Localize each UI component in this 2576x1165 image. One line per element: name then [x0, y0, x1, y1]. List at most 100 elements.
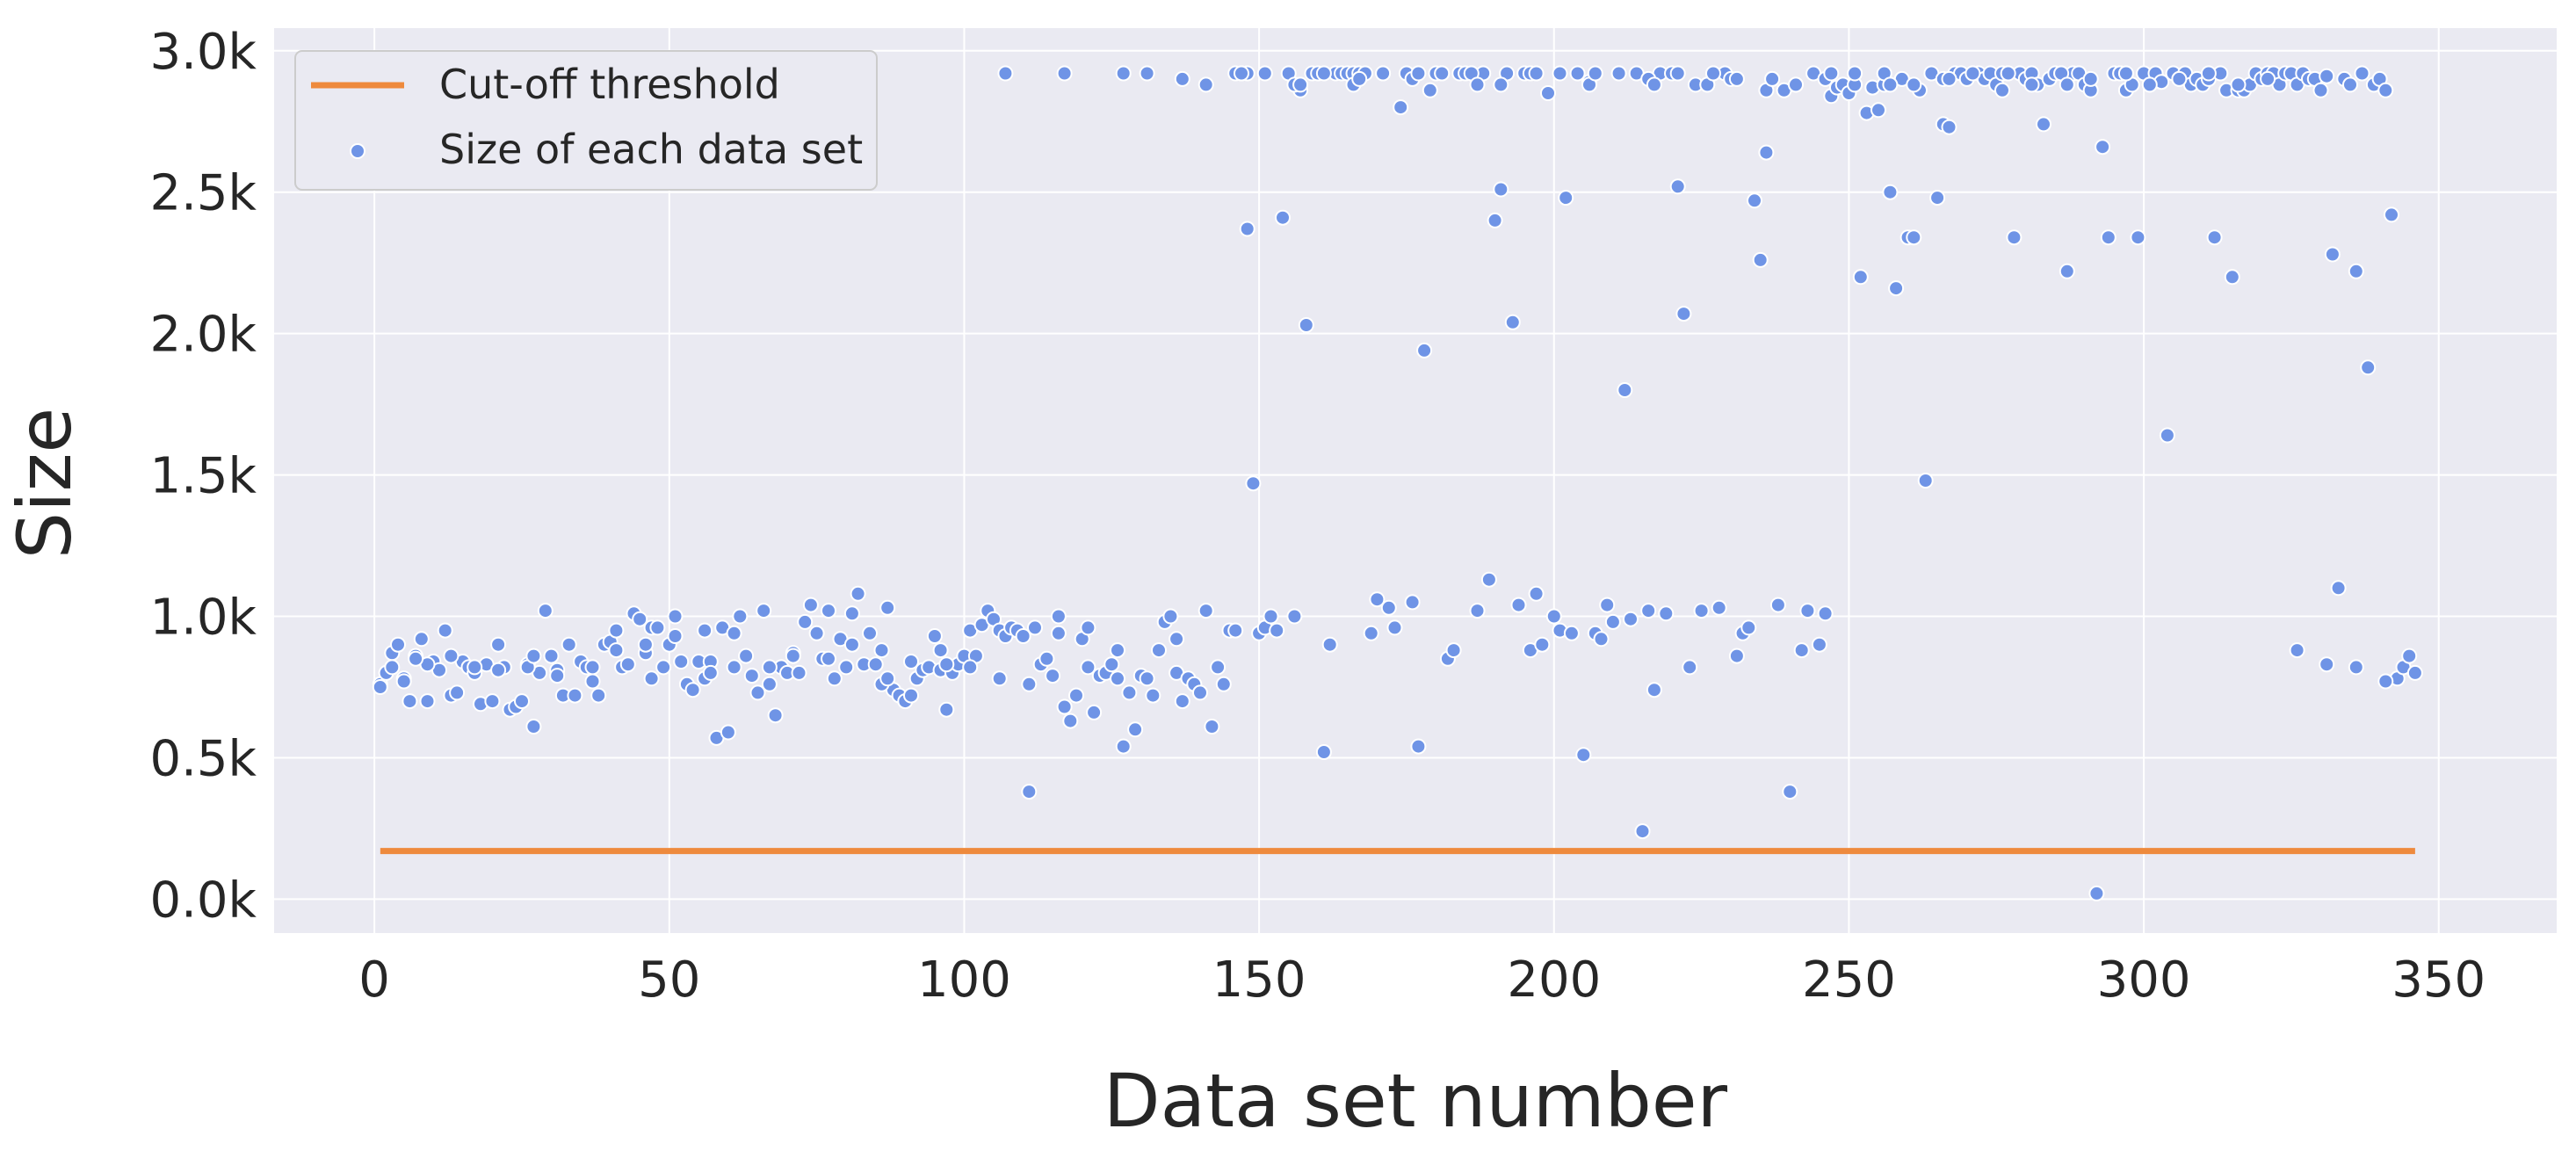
data-point: [761, 659, 778, 676]
data-point: [608, 642, 625, 659]
data-point: [2006, 229, 2022, 246]
data-point: [791, 664, 807, 681]
data-point: [2348, 659, 2364, 676]
data-point: [443, 648, 459, 664]
data-point: [720, 724, 736, 741]
data-point: [1380, 599, 1397, 616]
data-point: [1658, 605, 1675, 622]
data-point: [1493, 181, 1509, 198]
data-point: [2036, 116, 2051, 133]
data-point: [1587, 65, 1603, 82]
data-point: [1269, 622, 1285, 639]
data-point: [1386, 619, 1403, 636]
data-point: [797, 613, 814, 630]
data-point: [1593, 631, 1610, 648]
data-point: [1487, 212, 1503, 228]
data-point: [1480, 571, 1497, 588]
x-tick-label: 150: [1212, 952, 1306, 1009]
data-point: [1758, 144, 1775, 161]
data-point: [1298, 317, 1314, 333]
data-point: [2059, 263, 2075, 279]
data-point: [2023, 76, 2040, 93]
data-point: [1275, 209, 1291, 226]
data-point: [655, 659, 672, 676]
data-point: [1965, 65, 1981, 82]
y-tick-labels: 0.0k 0.5k 1.0k 1.5k 2.0k 2.5k 3.0k: [150, 24, 257, 930]
legend-points-label: Size of each data set: [439, 126, 863, 173]
data-point: [1192, 684, 1208, 701]
data-point: [608, 622, 625, 639]
data-point: [1110, 670, 1125, 687]
data-point: [1422, 82, 1438, 98]
data-point: [1110, 642, 1125, 659]
data-point: [1021, 784, 1038, 800]
data-point: [413, 631, 430, 648]
data-point: [1139, 65, 1155, 82]
data-point: [1510, 597, 1527, 613]
data-point: [2289, 642, 2305, 659]
data-point: [643, 670, 660, 687]
y-tick-label: 0.0k: [150, 872, 257, 929]
data-point: [1315, 65, 1332, 82]
data-point: [962, 659, 979, 676]
data-point: [1139, 670, 1155, 687]
data-point: [1256, 65, 1273, 82]
data-point: [2260, 70, 2276, 87]
data-point: [926, 628, 943, 644]
x-tick-labels: 0 50 100 150 200 250 300 350: [358, 952, 2486, 1009]
data-point: [2171, 70, 2188, 87]
data-point: [1050, 625, 1067, 641]
data-point: [1263, 608, 1279, 625]
data-point: [1204, 719, 1220, 734]
data-point: [2230, 76, 2247, 93]
legend: Cut-off threshold Size of each data set: [294, 50, 878, 191]
data-point: [1292, 76, 1309, 93]
data-point: [1941, 119, 1957, 135]
data-point: [2159, 427, 2175, 444]
data-point: [590, 687, 607, 704]
data-point: [1234, 65, 1249, 82]
data-point: [667, 628, 684, 644]
data-point: [991, 670, 1008, 687]
data-point: [584, 659, 601, 676]
data-point: [649, 619, 666, 636]
data-point: [1728, 70, 1745, 87]
data-point: [684, 682, 701, 698]
data-point: [1769, 597, 1786, 613]
data-point: [1404, 594, 1421, 611]
data-point: [903, 687, 919, 704]
data-point: [1393, 99, 1409, 116]
y-axis-title: Size: [2, 408, 88, 559]
data-point: [867, 656, 884, 673]
data-point: [1086, 704, 1103, 720]
data-point: [490, 636, 507, 653]
data-point: [1534, 636, 1551, 653]
data-point: [673, 654, 690, 669]
data-point: [449, 684, 466, 701]
data-point: [1351, 70, 1368, 87]
data-point: [738, 648, 755, 664]
data-point: [2095, 139, 2111, 156]
data-point: [1127, 721, 1144, 738]
data-point: [2348, 263, 2364, 279]
data-point: [1711, 599, 1727, 616]
data-point: [1528, 65, 1545, 82]
data-point: [1847, 65, 1863, 82]
data-point: [2141, 76, 2158, 93]
data-point: [1705, 65, 1721, 82]
data-point: [2206, 229, 2223, 246]
data-point: [743, 668, 760, 684]
data-point: [1015, 628, 1031, 644]
x-tick-label: 200: [1507, 952, 1601, 1009]
data-point: [1215, 676, 1232, 692]
data-point: [821, 603, 836, 619]
data-point: [1906, 76, 1922, 93]
data-point: [862, 625, 878, 641]
data-point: [525, 719, 542, 734]
data-point: [2082, 70, 2099, 87]
data-point: [2377, 673, 2394, 690]
data-point: [1103, 656, 1120, 673]
y-tick-label: 1.0k: [150, 590, 257, 647]
data-point: [1062, 713, 1079, 729]
data-point: [2319, 68, 2335, 84]
